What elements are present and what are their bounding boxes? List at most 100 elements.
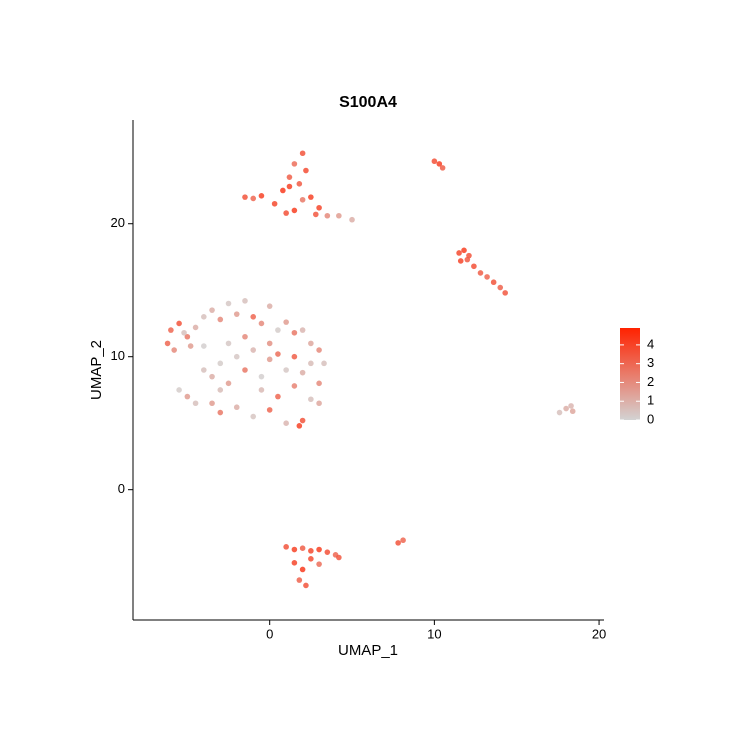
cell-point <box>316 546 322 553</box>
x-tick-label: 0 <box>266 626 273 641</box>
cell-point <box>242 333 248 340</box>
cell-point <box>431 158 438 165</box>
cell-point <box>217 387 224 393</box>
cell-point <box>336 212 342 219</box>
cell-point <box>217 360 224 367</box>
cell-point <box>242 367 248 373</box>
cell-point <box>271 200 278 207</box>
cell-point <box>181 329 187 336</box>
cell-point <box>490 279 497 286</box>
cell-point <box>296 181 303 187</box>
cell-point <box>336 554 342 561</box>
cell-point <box>497 284 504 291</box>
cell-point <box>316 380 322 387</box>
cell-point <box>187 343 194 349</box>
cell-point <box>299 566 306 573</box>
cell-point <box>456 250 462 256</box>
cell-point <box>569 408 576 415</box>
cell-point <box>250 347 257 353</box>
cell-point <box>316 347 322 353</box>
cell-point <box>217 316 224 323</box>
cell-point <box>283 210 289 216</box>
cell-point <box>192 324 199 331</box>
cell-point <box>250 195 257 202</box>
cell-point <box>308 360 314 367</box>
cell-point <box>266 340 273 347</box>
cell-point <box>291 207 298 214</box>
x-tick-label: 20 <box>592 626 606 641</box>
cell-point <box>436 161 443 167</box>
cell-point <box>201 343 207 349</box>
cell-point <box>242 298 248 304</box>
x-tick-label: 10 <box>427 626 441 641</box>
cell-point <box>439 165 446 171</box>
cell-point <box>313 211 319 218</box>
colorbar-label: 4 <box>647 336 654 351</box>
cell-point <box>395 540 401 546</box>
cell-point <box>266 356 273 363</box>
colorbar-label: 0 <box>647 411 654 426</box>
colorbar-label: 1 <box>647 393 654 408</box>
cell-point <box>296 423 303 429</box>
cell-point <box>308 548 314 554</box>
cell-point <box>471 263 477 270</box>
cell-point <box>316 400 322 407</box>
cell-point <box>171 347 177 353</box>
colorbar-label: 3 <box>647 355 654 370</box>
cell-point <box>286 174 293 180</box>
cell-point <box>308 340 314 347</box>
cell-point <box>225 340 232 347</box>
cell-point <box>299 369 306 376</box>
cell-point <box>280 187 286 194</box>
cell-point <box>296 577 303 583</box>
cell-point <box>168 327 174 333</box>
cell-point <box>258 387 265 393</box>
cell-point <box>192 400 199 407</box>
cell-point <box>275 393 281 400</box>
cell-point <box>286 183 293 190</box>
cell-point <box>502 290 508 296</box>
cell-point <box>164 340 171 347</box>
cell-point <box>461 247 467 254</box>
cell-point <box>291 546 298 553</box>
cell-point <box>568 403 574 409</box>
cell-point <box>303 582 309 589</box>
cell-point <box>209 400 215 407</box>
cell-point <box>209 307 215 313</box>
colorbar <box>620 328 640 420</box>
y-axis-label: UMAP_2 <box>88 340 105 400</box>
cell-point <box>201 367 207 373</box>
cell-point <box>324 212 331 219</box>
cell-point <box>308 556 314 562</box>
cell-point <box>291 353 298 360</box>
y-tick-label: 0 <box>118 481 125 496</box>
cell-point <box>316 561 322 567</box>
cell-point <box>291 560 298 566</box>
cell-point <box>225 380 232 387</box>
cell-point <box>283 319 289 325</box>
cell-point <box>308 194 314 200</box>
cell-point <box>184 333 191 340</box>
cell-point <box>209 373 215 380</box>
cell-point <box>176 320 182 327</box>
cell-point <box>349 216 355 223</box>
cell-point <box>324 549 331 555</box>
cell-point <box>201 314 207 320</box>
cell-point <box>299 327 306 333</box>
chart-title: S100A4 <box>339 94 397 111</box>
cell-point <box>457 258 464 264</box>
cell-point <box>299 196 306 203</box>
cell-point <box>242 194 248 200</box>
cell-point <box>400 537 406 544</box>
cell-point <box>233 311 240 317</box>
cell-point <box>258 192 265 199</box>
cell-point <box>250 314 257 320</box>
colorbar-label: 2 <box>647 374 654 389</box>
cell-point <box>176 387 182 393</box>
cell-point <box>291 383 298 389</box>
cell-point <box>258 373 265 380</box>
cell-point <box>563 405 569 412</box>
cell-point <box>316 204 322 211</box>
